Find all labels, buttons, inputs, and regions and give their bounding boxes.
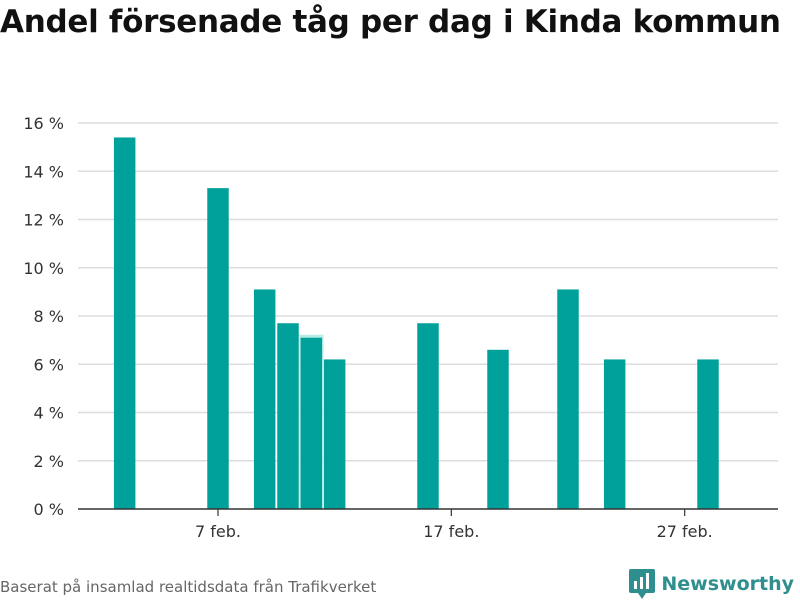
- y-tick-label: 16 %: [23, 114, 64, 133]
- bar: [113, 137, 136, 509]
- bar: [487, 349, 509, 509]
- bar: [277, 323, 299, 509]
- newsworthy-logo-icon: [629, 569, 656, 599]
- x-axis-ticks: 7 feb. 17 feb. 27 feb.: [195, 509, 713, 541]
- x-tick-label: 27 feb.: [657, 522, 713, 541]
- y-tick-label: 12 %: [23, 211, 64, 230]
- y-tick-label: 4 %: [34, 404, 64, 423]
- x-tick-label: 7 feb.: [195, 522, 241, 541]
- bar: [207, 188, 229, 509]
- brand-name: Newsworthy: [661, 573, 794, 595]
- y-tick-label: 2 %: [34, 452, 64, 471]
- y-axis-ticks: 0 % 2 % 4 % 6 % 8 % 10 % 12 % 14 % 16 %: [23, 114, 64, 519]
- x-tick-label: 17 feb.: [423, 522, 479, 541]
- bar: [253, 289, 276, 509]
- source-note: Baserat på insamlad realtidsdata från Tr…: [0, 578, 377, 596]
- bar: [697, 359, 719, 509]
- bar: [557, 289, 579, 509]
- y-tick-label: 10 %: [23, 259, 64, 278]
- y-tick-label: 0 %: [34, 500, 64, 519]
- bar: [300, 337, 323, 509]
- brand: Newsworthy: [629, 569, 794, 599]
- bar: [603, 359, 626, 509]
- y-tick-label: 6 %: [34, 355, 64, 374]
- bars: [113, 137, 719, 509]
- bar: [323, 359, 346, 509]
- y-tick-label: 14 %: [23, 162, 64, 181]
- y-tick-label: 8 %: [34, 307, 64, 326]
- chart-title: Andel försenade tåg per dag i Kinda komm…: [0, 4, 781, 40]
- bar: [417, 323, 439, 509]
